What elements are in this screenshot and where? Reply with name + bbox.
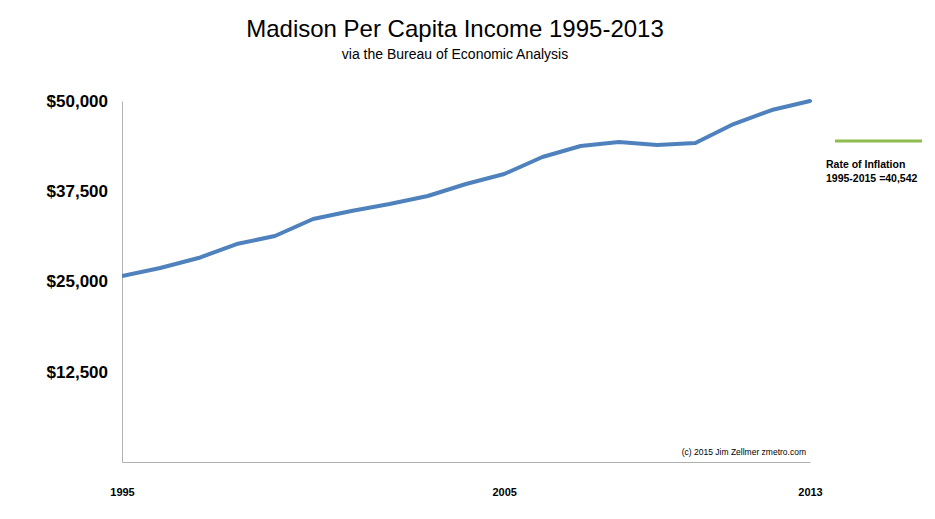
income-line xyxy=(122,101,810,276)
y-tick: $37,500 xyxy=(47,182,122,201)
y-tick-label: $12,500 xyxy=(47,363,108,382)
y-tick-label: $50,000 xyxy=(47,92,108,111)
inflation-swatch xyxy=(835,140,922,143)
x-tick: 2013 xyxy=(798,462,822,498)
y-tick: $12,500 xyxy=(47,363,122,382)
y-axis-line xyxy=(122,102,123,463)
y-tick: $50,000 xyxy=(47,92,122,111)
subtitle: via the Bureau of Economic Analysis xyxy=(342,46,568,62)
x-axis: 1995 2005 2013 xyxy=(110,462,822,498)
x-tick: 1995 xyxy=(110,462,134,498)
y-axis: $12,500 $25,000 $37,500 $50,000 xyxy=(47,92,123,463)
annotation: 1995-2015 =40,542 xyxy=(826,172,918,184)
plot: $12,500 $25,000 $37,500 $50,000 1995 2005 2013 xyxy=(47,92,823,498)
x-tick-label: 1995 xyxy=(110,486,134,498)
y-tick-label: $37,500 xyxy=(47,182,108,201)
x-axis-line xyxy=(123,462,811,463)
x-tick-label: 2005 xyxy=(492,486,516,498)
y-tick-label: $25,000 xyxy=(47,272,108,291)
x-tick: 2005 xyxy=(492,462,516,498)
credit: (c) 2015 Jim Zellmer zmetro.com xyxy=(682,447,806,457)
chart: Madison Per Capita Income 1995-2013 via t… xyxy=(0,0,935,519)
marks xyxy=(122,101,810,276)
x-tick-label: 2013 xyxy=(798,486,822,498)
y-tick: $25,000 xyxy=(47,272,122,291)
title: Madison Per Capita Income 1995-2013 xyxy=(246,15,664,42)
annotation: Rate of Inflation xyxy=(826,158,905,170)
